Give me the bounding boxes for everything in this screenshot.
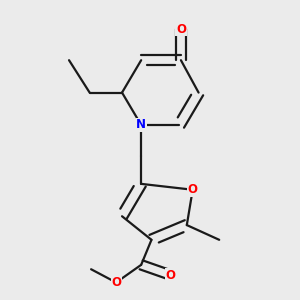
Text: O: O [188,183,198,196]
Text: O: O [166,268,176,282]
Text: N: N [136,118,146,131]
Text: O: O [111,276,121,289]
Text: O: O [176,23,186,36]
